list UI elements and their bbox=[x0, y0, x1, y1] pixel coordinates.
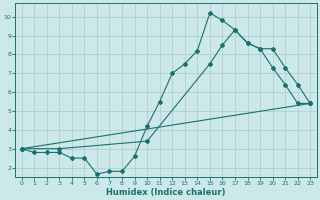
X-axis label: Humidex (Indice chaleur): Humidex (Indice chaleur) bbox=[106, 188, 226, 197]
